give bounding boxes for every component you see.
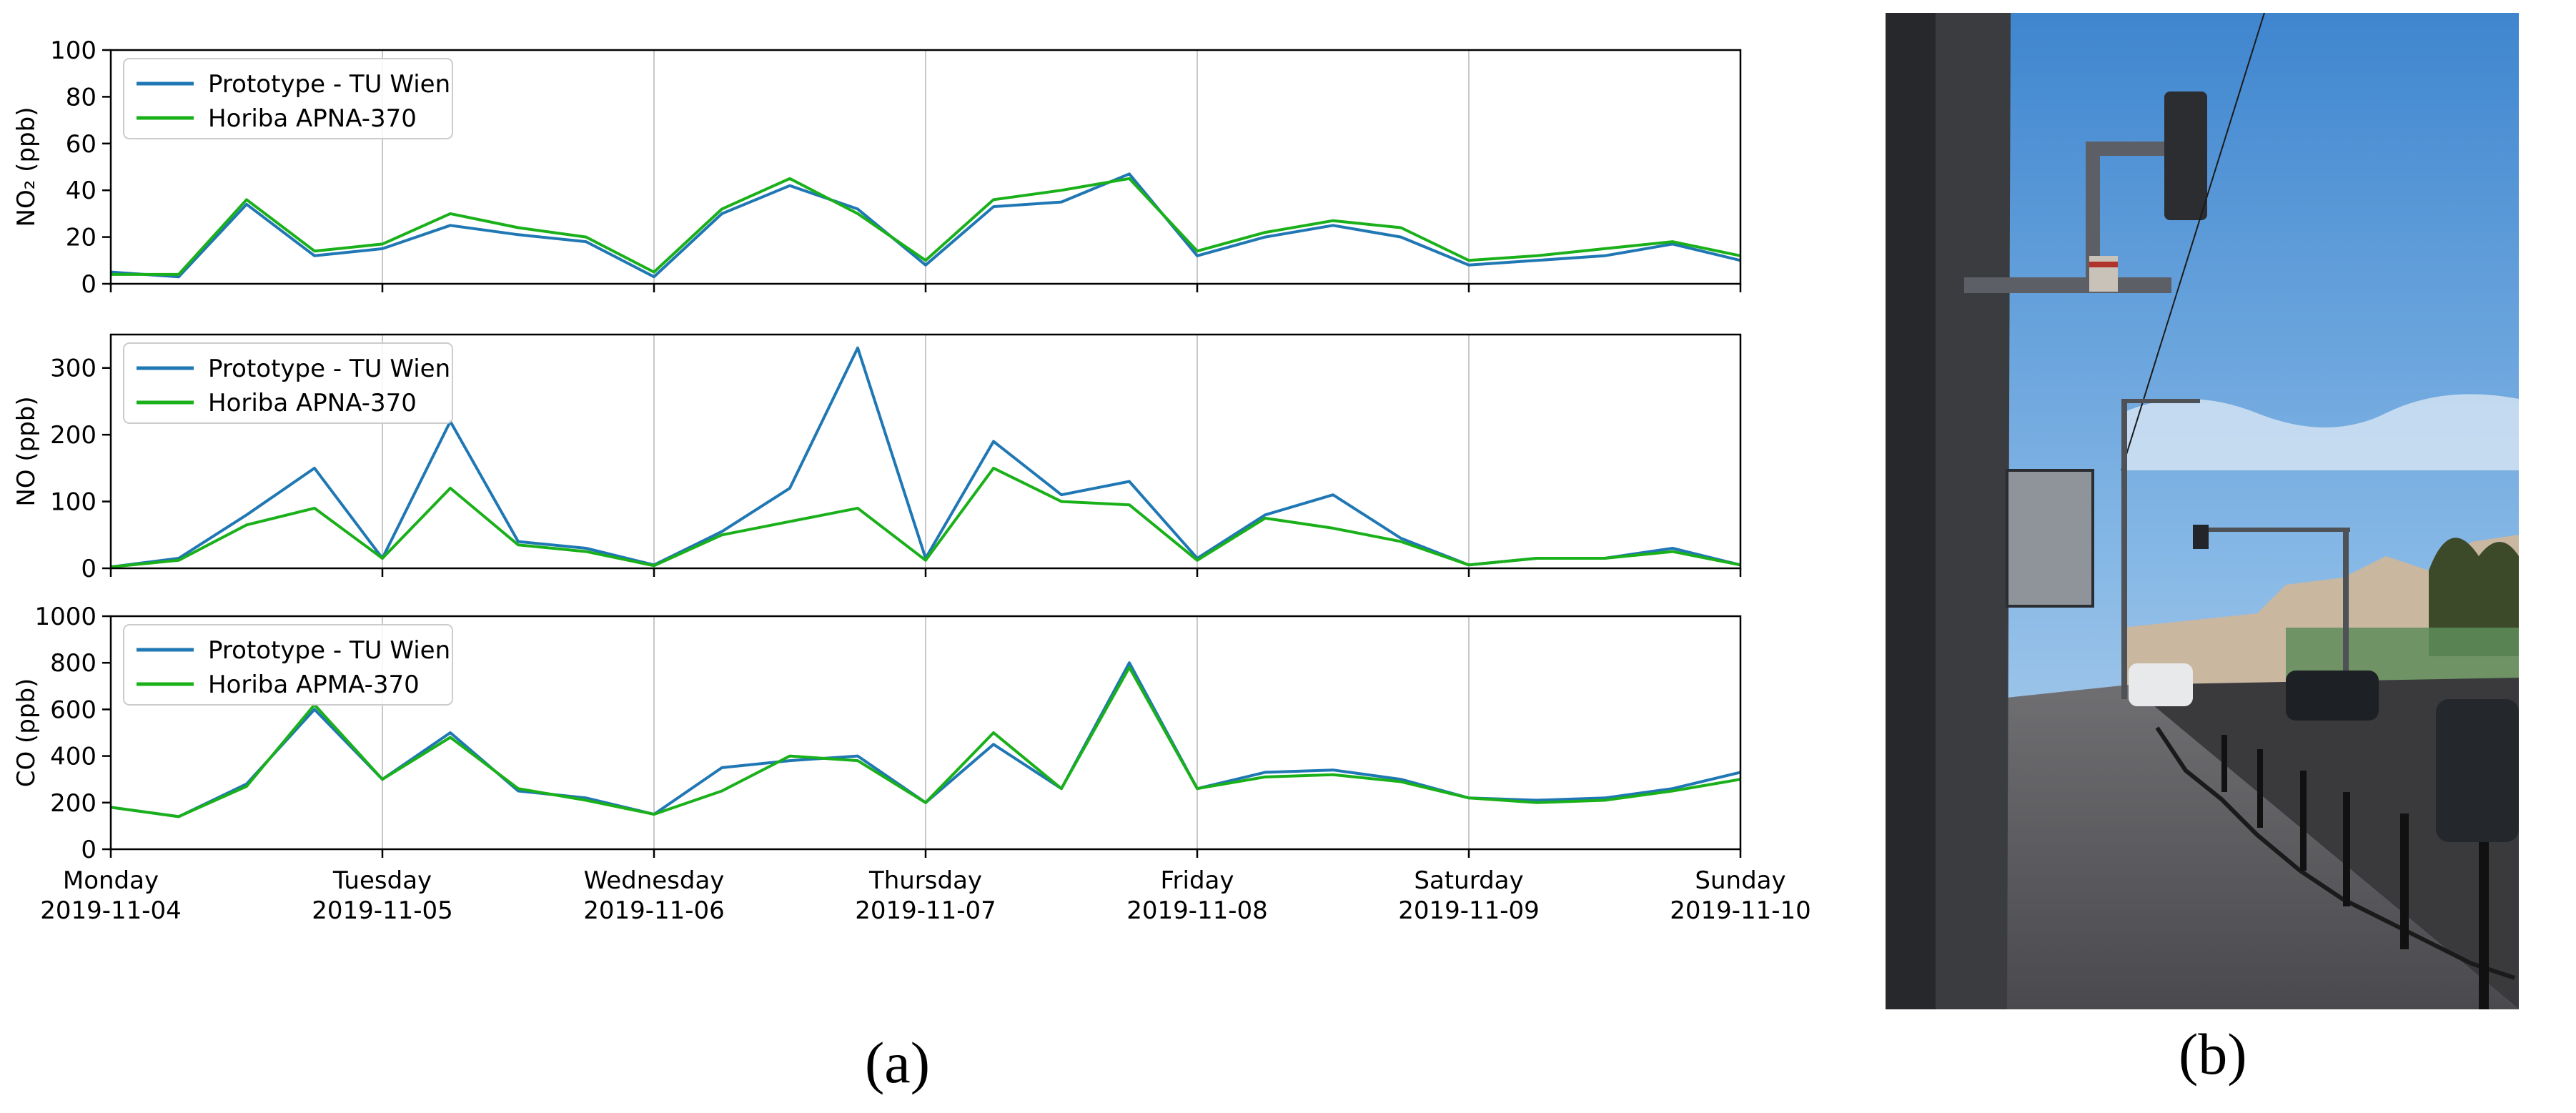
legend-box [123, 624, 453, 706]
y-tick-label: 1000 [34, 603, 96, 631]
chart-panel-2: 0 100 200 300 NO (ppb) Prototype - TU Wien Hor… [12, 333, 1742, 583]
mounting-arm [1964, 277, 2171, 293]
x-tick-label-day: Thursday [868, 866, 982, 895]
panel-a-label: (a) [865, 1030, 931, 1095]
traffic-light-arm [2200, 528, 2350, 532]
y-tick-label: 600 [50, 696, 96, 724]
y-tick-label: 100 [50, 36, 96, 65]
x-tick-label-date: 2019-11-04 [40, 896, 182, 925]
y-tick-label: 400 [50, 743, 96, 771]
dark-car [2286, 671, 2379, 721]
legend-box [123, 342, 453, 424]
traffic-light-pole [2343, 528, 2349, 685]
x-tick-label-date: 2019-11-09 [1398, 896, 1540, 925]
panel-b-label: (b) [2179, 1022, 2247, 1087]
legend-label: Prototype - TU Wien [208, 636, 450, 665]
y-tick-label: 40 [66, 177, 96, 205]
y-tick-label: 0 [81, 836, 96, 864]
y-tick-label: 100 [50, 488, 96, 517]
x-tick-label-date: 2019-11-08 [1126, 896, 1268, 925]
sensor-inlet [2089, 256, 2118, 292]
x-tick-label-day: Sunday [1695, 866, 1785, 895]
series-line-horiba [110, 666, 1741, 818]
legend-label: Horiba APMA-370 [208, 671, 420, 699]
series-line-horiba [111, 177, 1741, 276]
series-line-prototype [110, 172, 1741, 279]
x-tick-label-date: 2019-11-05 [312, 896, 453, 925]
power-line [2121, 13, 2265, 471]
street-lamp-arm [2121, 399, 2200, 403]
building-edge [1886, 13, 1936, 1009]
clouds [2121, 394, 2519, 470]
y-tick-label: 80 [66, 83, 96, 112]
x-tick-label-day: Saturday [1414, 866, 1523, 895]
sensor-inlet-stripe [2089, 262, 2118, 267]
x-tick-label-date: 2019-11-10 [1670, 896, 1811, 925]
x-tick-label-day: Monday [63, 866, 159, 895]
x-tick-label-date: 2019-11-06 [583, 896, 725, 925]
y-tick-label: 200 [50, 421, 96, 450]
sidewalk [1993, 685, 2519, 1009]
series-line-horiba [110, 466, 1741, 569]
sensor-installation-photo [1886, 13, 2519, 1009]
bollards [2221, 735, 2489, 1009]
y-tick-label: 60 [66, 130, 96, 159]
legend-label: Prototype - TU Wien [208, 355, 450, 383]
y-tick-label: 200 [50, 789, 96, 818]
y-axis-label: CO (ppb) [12, 678, 41, 788]
y-tick-label: 0 [81, 555, 96, 583]
street-lamp-pole [2121, 399, 2127, 699]
parked-car [2436, 699, 2519, 842]
x-tick-label-day: Friday [1160, 866, 1234, 895]
y-tick-label: 800 [50, 649, 96, 678]
sign-board [2006, 469, 2094, 608]
trees [2429, 538, 2519, 656]
x-tick-label-day: Wednesday [584, 866, 725, 895]
y-axis-label: NO₂ (ppb) [12, 107, 41, 227]
legend-box [123, 58, 453, 139]
white-car [2129, 663, 2193, 706]
bollards-chain [2155, 726, 2515, 980]
chart-panel-3: 0 200 400 600 800 1000 CO (ppb) Prototype - TU … [12, 603, 1742, 864]
x-tick-label-date: 2019-11-07 [855, 896, 996, 925]
legend-label: Prototype - TU Wien [208, 70, 450, 99]
y-tick-label: 20 [66, 224, 96, 252]
traffic-light [2193, 525, 2209, 549]
legend-label: Horiba APNA-370 [208, 104, 417, 133]
vertical-pipe [2086, 142, 2100, 285]
legend-label: Horiba APNA-370 [208, 389, 417, 417]
x-tick-label-day: Tuesday [332, 866, 432, 895]
pipe-elbow [2086, 142, 2186, 156]
y-axis-label: NO (ppb) [12, 396, 41, 506]
time-series-charts: 0 20 40 60 80 100 NO₂ (ppb) Prototype - TU Wien… [12, 36, 1811, 925]
y-tick-label: 300 [50, 355, 96, 383]
y-tick-label: 0 [81, 270, 96, 299]
sensor-head [2164, 91, 2207, 220]
chart-panel-1: 0 20 40 60 80 100 NO₂ (ppb) Prototype - TU Wien… [12, 36, 1742, 299]
